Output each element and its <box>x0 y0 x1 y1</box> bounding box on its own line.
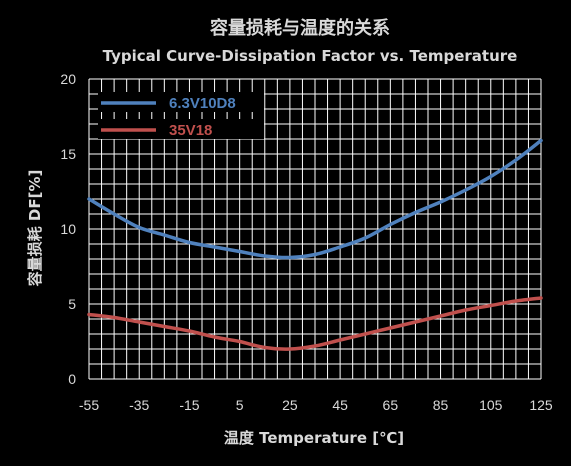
x-tick-label: 125 <box>529 397 553 413</box>
y-axis-ticks: 0 5 10 15 20 <box>60 71 76 387</box>
x-tick-label: 105 <box>479 397 503 413</box>
legend-background <box>98 119 264 139</box>
chart-title: 容量损耗与温度的关系 <box>210 17 390 39</box>
x-tick-label: 85 <box>433 397 449 413</box>
x-tick-label: 45 <box>332 397 348 413</box>
x-tick-label: -55 <box>79 397 99 413</box>
y-tick-label: 20 <box>60 71 76 87</box>
legend: 6.3V10D8 35V18 <box>98 92 264 139</box>
series-lines <box>87 138 543 351</box>
series-line <box>87 138 543 260</box>
x-axis-ticks: -55 -35 -15 5 25 45 65 85 105 125 <box>79 397 553 413</box>
legend-label: 6.3V10D8 <box>169 95 236 112</box>
x-tick-label: 65 <box>383 397 399 413</box>
legend-label: 35V18 <box>169 122 212 139</box>
y-axis-label: 容量损耗 DF[%] <box>26 170 44 288</box>
y-tick-label: 15 <box>60 146 76 162</box>
x-tick-label: -35 <box>129 397 149 413</box>
x-tick-label: 25 <box>282 397 298 413</box>
legend-background <box>98 92 264 112</box>
x-tick-label: 5 <box>236 397 244 413</box>
x-tick-label: -15 <box>179 397 199 413</box>
y-tick-label: 0 <box>68 371 76 387</box>
series-line <box>87 296 543 351</box>
y-tick-label: 5 <box>68 296 76 312</box>
x-axis-label: 温度 Temperature [℃] <box>224 429 404 447</box>
chart-subtitle: Typical Curve-Dissipation Factor vs. Tem… <box>103 47 518 65</box>
y-tick-label: 10 <box>60 221 76 237</box>
